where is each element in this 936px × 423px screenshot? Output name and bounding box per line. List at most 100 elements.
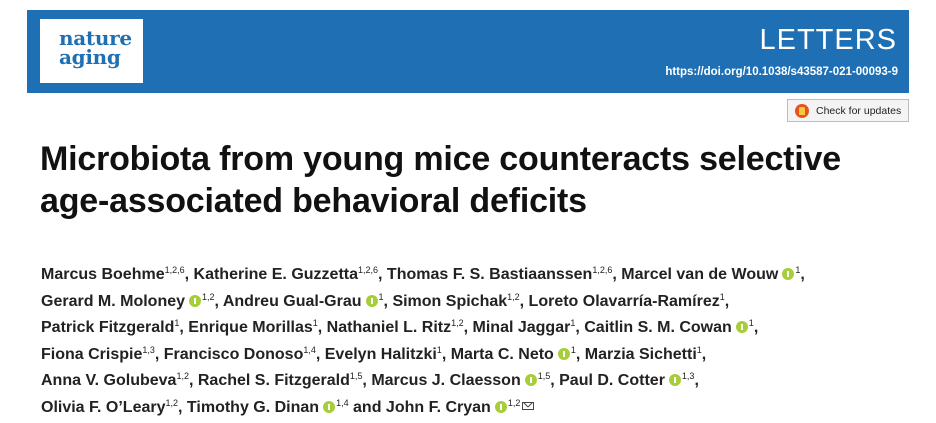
affiliation-superscript: 1,3 bbox=[142, 344, 155, 355]
author-separator: , bbox=[178, 398, 187, 416]
author-separator: , bbox=[184, 266, 194, 283]
affiliation-superscript: 1 bbox=[436, 344, 442, 355]
author-separator: , bbox=[214, 292, 223, 310]
author-line: Marcus Boehme1,2,6, Katherine E. Guzzett… bbox=[41, 262, 931, 289]
author-name[interactable]: Minal Jaggar bbox=[472, 319, 571, 336]
author-separator: , bbox=[612, 266, 622, 283]
affiliation-superscript: 1,4 bbox=[303, 344, 316, 355]
author-name[interactable]: Enrique Morillas bbox=[188, 319, 313, 336]
author-name[interactable]: Patrick Fitzgerald bbox=[41, 319, 175, 336]
author-name[interactable]: Thomas F. S. Bastiaanssen bbox=[386, 266, 593, 283]
author-separator: , bbox=[154, 345, 164, 363]
author-name[interactable]: John F. Cryan bbox=[385, 398, 491, 416]
author-name[interactable]: Marcel van de Wouw bbox=[621, 266, 779, 283]
crossmark-icon bbox=[795, 103, 809, 118]
doi-link[interactable]: https://doi.org/10.1038/s43587-021-00093… bbox=[665, 66, 898, 78]
author-name[interactable]: Paul D. Cotter bbox=[559, 372, 665, 389]
affiliation-superscript: 1,2 bbox=[451, 318, 464, 328]
orcid-icon[interactable] bbox=[323, 400, 336, 413]
author-name[interactable]: Loreto Olavarría-Ramírez bbox=[528, 292, 720, 310]
author-separator: and bbox=[348, 398, 386, 416]
author-line: Fiona Crispie1,3, Francisco Donoso1,4, E… bbox=[41, 342, 931, 369]
author-separator: , bbox=[441, 345, 451, 363]
affiliation-superscript: 1 bbox=[378, 291, 384, 302]
author-separator: , bbox=[378, 266, 387, 283]
journal-logo[interactable]: nature aging bbox=[40, 19, 143, 83]
author-name[interactable]: Francisco Donoso bbox=[163, 345, 304, 363]
section-label: LETTERS bbox=[759, 24, 897, 56]
affiliation-superscript: 1,2 bbox=[176, 371, 189, 381]
author-separator: , bbox=[317, 319, 327, 336]
email-icon[interactable] bbox=[522, 401, 535, 410]
check-for-updates-label: Check for updates bbox=[816, 104, 902, 117]
affiliation-superscript: 1,2,6 bbox=[164, 265, 185, 275]
orcid-icon[interactable] bbox=[782, 268, 795, 280]
affiliation-superscript: 1,2 bbox=[202, 291, 215, 302]
journal-banner: nature aging LETTERS https://doi.org/10.… bbox=[27, 10, 909, 93]
author-separator: , bbox=[362, 372, 372, 389]
author-line: Olivia F. O’Leary1,2, Timothy G. Dinan 1,… bbox=[41, 395, 931, 422]
affiliation-superscript: 1 bbox=[748, 318, 754, 328]
author-name[interactable]: Katherine E. Guzzetta bbox=[193, 266, 358, 283]
title-line-2: age-associated behavioral deficits bbox=[40, 182, 587, 220]
title-line-1: Microbiota from young mice counteracts s… bbox=[40, 140, 841, 178]
author-name[interactable]: Rachel S. Fitzgerald bbox=[197, 372, 350, 389]
author-name[interactable]: Marzia Sichetti bbox=[584, 345, 697, 363]
logo-line-2: aging bbox=[59, 45, 121, 69]
author-separator: , bbox=[724, 292, 730, 310]
author-separator: , bbox=[463, 319, 473, 336]
author-separator: , bbox=[575, 345, 585, 363]
author-list: Marcus Boehme1,2,6, Katherine E. Guzzett… bbox=[41, 262, 931, 421]
affiliation-superscript: 1 bbox=[696, 344, 702, 355]
affiliation-superscript: 1 bbox=[719, 291, 725, 302]
orcid-icon[interactable] bbox=[494, 400, 507, 413]
author-separator: , bbox=[800, 266, 805, 283]
affiliation-superscript: 1 bbox=[570, 318, 576, 328]
affiliation-superscript: 1 bbox=[312, 318, 318, 328]
author-separator: , bbox=[315, 345, 325, 363]
author-separator: , bbox=[575, 319, 585, 336]
author-name[interactable]: Caitlin S. M. Cowan bbox=[584, 319, 732, 336]
affiliation-superscript: 1,2 bbox=[507, 291, 520, 302]
affiliation-superscript: 1,5 bbox=[349, 371, 363, 381]
author-name[interactable]: Evelyn Halitzki bbox=[324, 345, 437, 363]
orcid-icon[interactable] bbox=[557, 347, 570, 360]
author-name[interactable]: Nathaniel L. Ritz bbox=[326, 319, 452, 336]
affiliation-superscript: 1,2,6 bbox=[592, 265, 613, 275]
author-name[interactable]: Fiona Crispie bbox=[41, 345, 143, 363]
affiliation-superscript: 1,2 bbox=[507, 397, 521, 408]
author-separator: , bbox=[753, 319, 759, 336]
orcid-icon[interactable] bbox=[735, 321, 748, 333]
author-separator: , bbox=[694, 372, 699, 389]
author-separator: , bbox=[383, 292, 393, 310]
orcid-icon[interactable] bbox=[365, 294, 378, 307]
author-name[interactable]: Timothy G. Dinan bbox=[186, 398, 320, 416]
orcid-icon[interactable] bbox=[668, 374, 681, 386]
check-for-updates-button[interactable]: Check for updates bbox=[787, 99, 909, 122]
author-name[interactable]: Gerard M. Moloney bbox=[41, 292, 186, 310]
author-separator: , bbox=[179, 319, 189, 336]
affiliation-superscript: 1 bbox=[174, 318, 180, 328]
author-name[interactable]: Marcus J. Claesson bbox=[371, 372, 521, 389]
author-name[interactable]: Simon Spichak bbox=[392, 292, 508, 310]
article-title: Microbiota from young mice counteracts s… bbox=[40, 138, 920, 222]
affiliation-superscript: 1,4 bbox=[336, 397, 349, 408]
logo-line-1: nature bbox=[59, 26, 132, 50]
author-name[interactable]: Andreu Gual-Grau bbox=[222, 292, 362, 310]
affiliation-superscript: 1,2,6 bbox=[358, 265, 379, 275]
author-separator: , bbox=[519, 292, 529, 310]
author-line: Gerard M. Moloney 1,2, Andreu Gual-Grau 1,… bbox=[41, 289, 931, 316]
author-name[interactable]: Anna V. Golubeva bbox=[41, 372, 177, 389]
author-line: Patrick Fitzgerald1, Enrique Morillas1, … bbox=[41, 315, 931, 342]
author-name[interactable]: Marcus Boehme bbox=[41, 266, 165, 283]
author-name[interactable]: Olivia F. O’Leary bbox=[41, 398, 166, 416]
affiliation-superscript: 1,2 bbox=[165, 397, 179, 408]
author-name[interactable]: Marta C. Neto bbox=[450, 345, 554, 363]
affiliation-superscript: 1,3 bbox=[681, 371, 695, 381]
affiliation-superscript: 1 bbox=[570, 344, 576, 355]
author-separator: , bbox=[188, 372, 198, 389]
orcid-icon[interactable] bbox=[189, 294, 202, 307]
affiliation-superscript: 1,5 bbox=[537, 371, 551, 381]
author-separator: , bbox=[550, 372, 560, 389]
orcid-icon[interactable] bbox=[524, 374, 537, 386]
